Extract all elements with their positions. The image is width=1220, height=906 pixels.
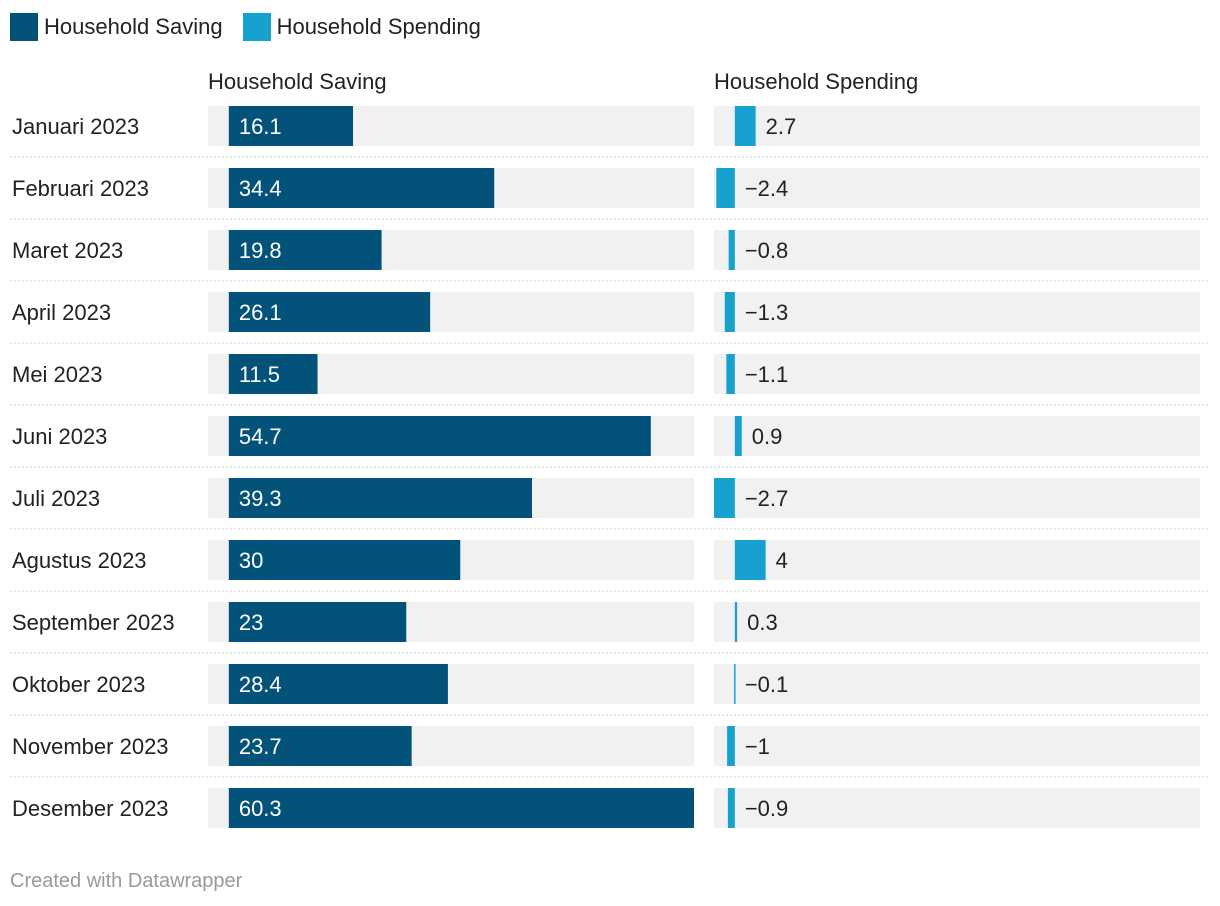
saving-bar bbox=[228, 416, 651, 456]
saving-value-label: 23.7 bbox=[239, 734, 282, 759]
saving-value-label: 60.3 bbox=[239, 796, 282, 821]
bar-track bbox=[714, 540, 1200, 580]
saving-value-label: 39.3 bbox=[239, 486, 282, 511]
column-header-spending: Household Spending bbox=[714, 69, 919, 94]
saving-bar bbox=[228, 726, 412, 766]
row-label: Februari 2023 bbox=[12, 176, 149, 201]
spending-value-label: −0.8 bbox=[745, 238, 788, 263]
saving-bar bbox=[228, 540, 461, 580]
row-label: Agustus 2023 bbox=[12, 548, 147, 573]
spending-bar bbox=[724, 292, 735, 332]
saving-bar bbox=[228, 106, 354, 146]
spending-value-label: −1 bbox=[745, 734, 770, 759]
legend-swatch-saving bbox=[10, 13, 38, 41]
column-header-saving: Household Saving bbox=[208, 69, 387, 94]
spending-value-label: −1.1 bbox=[745, 362, 788, 387]
spending-bar bbox=[734, 416, 742, 456]
saving-value-label: 30 bbox=[239, 548, 263, 573]
saving-value-label: 54.7 bbox=[239, 424, 282, 449]
bar-track bbox=[714, 416, 1200, 456]
bar-track bbox=[714, 788, 1200, 828]
bar-track bbox=[714, 478, 1200, 518]
row-label: Juli 2023 bbox=[12, 486, 100, 511]
spending-bar bbox=[734, 602, 738, 642]
spending-value-label: −0.9 bbox=[745, 796, 788, 821]
row-label: Desember 2023 bbox=[12, 796, 169, 821]
spending-value-label: −2.7 bbox=[745, 486, 788, 511]
row-label: April 2023 bbox=[12, 300, 111, 325]
footer-credit[interactable]: Created with Datawrapper bbox=[10, 870, 243, 892]
spending-bar bbox=[734, 106, 756, 146]
spending-bar bbox=[734, 540, 766, 580]
bar-track bbox=[714, 602, 1200, 642]
legend-item-spending[interactable]: Household Spending bbox=[242, 13, 481, 41]
spending-value-label: 0.3 bbox=[747, 610, 778, 635]
saving-value-label: 34.4 bbox=[239, 176, 282, 201]
row-label: Maret 2023 bbox=[12, 238, 123, 263]
bar-chart: Januari 2023 16.1 2.7 Februari 2023 34.4 −2.4… bbox=[10, 106, 1208, 828]
bar-track bbox=[714, 354, 1200, 394]
row-label: Januari 2023 bbox=[12, 114, 139, 139]
spending-bar bbox=[728, 230, 735, 270]
spending-bar bbox=[716, 168, 735, 208]
bar-track bbox=[714, 230, 1200, 270]
row-label: September 2023 bbox=[12, 610, 175, 635]
bar-track bbox=[714, 726, 1200, 766]
saving-bar bbox=[228, 230, 382, 270]
saving-value-label: 23 bbox=[239, 610, 263, 635]
spending-value-label: −2.4 bbox=[745, 176, 788, 201]
spending-value-label: 4 bbox=[776, 548, 788, 573]
saving-bar bbox=[228, 602, 407, 642]
legend: Household Saving Household Spending bbox=[10, 12, 501, 42]
legend-swatch-spending bbox=[242, 13, 271, 41]
row-label: Juni 2023 bbox=[12, 424, 107, 449]
spending-value-label: 0.9 bbox=[752, 424, 783, 449]
row-label: Oktober 2023 bbox=[12, 672, 145, 697]
saving-bar bbox=[228, 292, 431, 332]
saving-bar bbox=[228, 354, 318, 394]
spending-value-label: −1.3 bbox=[745, 300, 788, 325]
saving-value-label: 11.5 bbox=[239, 362, 280, 387]
saving-bar bbox=[228, 168, 495, 208]
saving-bar bbox=[228, 478, 533, 518]
legend-item-saving[interactable]: Household Saving bbox=[10, 13, 223, 41]
saving-value-label: 26.1 bbox=[239, 300, 282, 325]
spending-value-label: 2.7 bbox=[766, 114, 797, 139]
spending-bar bbox=[714, 478, 735, 518]
bar-track bbox=[714, 292, 1200, 332]
saving-value-label: 28.4 bbox=[239, 672, 282, 697]
legend-label-spending: Household Spending bbox=[276, 14, 481, 39]
spending-bar bbox=[727, 726, 735, 766]
saving-value-label: 16.1 bbox=[239, 114, 282, 139]
saving-bar bbox=[228, 788, 695, 828]
bar-track bbox=[714, 664, 1200, 704]
spending-bar bbox=[734, 664, 736, 704]
saving-bar bbox=[228, 664, 448, 704]
row-label: November 2023 bbox=[12, 734, 169, 759]
bar-track bbox=[714, 168, 1200, 208]
row-label: Mei 2023 bbox=[12, 362, 103, 387]
legend-label-saving: Household Saving bbox=[44, 14, 223, 39]
spending-bar bbox=[727, 788, 735, 828]
spending-value-label: −0.1 bbox=[745, 672, 788, 697]
spending-bar bbox=[726, 354, 735, 394]
saving-value-label: 19.8 bbox=[239, 238, 282, 263]
bar-track bbox=[714, 106, 1200, 146]
